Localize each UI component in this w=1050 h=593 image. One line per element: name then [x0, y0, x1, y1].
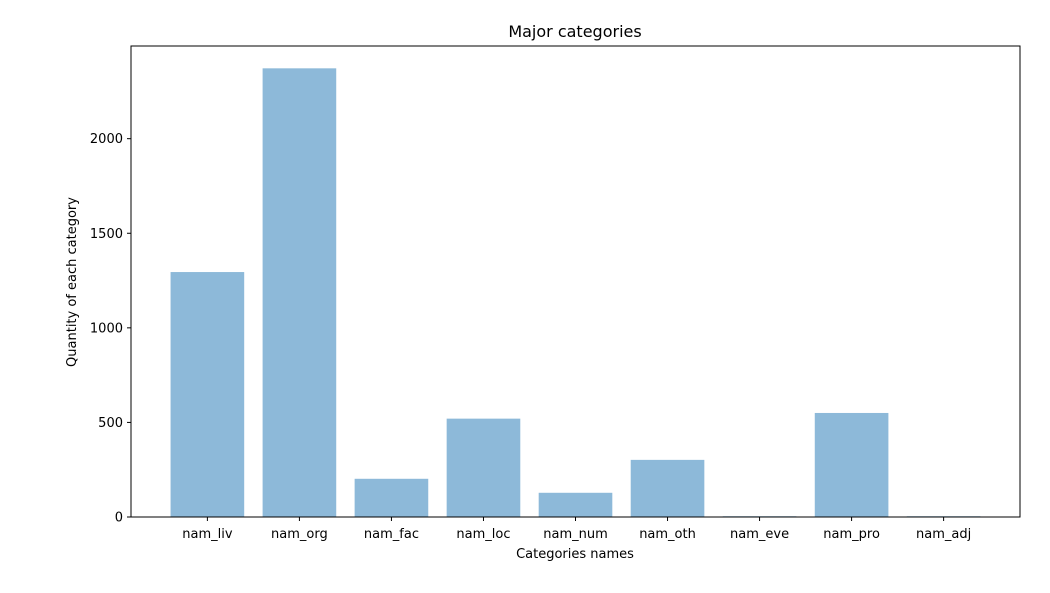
y-axis-label: Quantity of each category — [65, 197, 80, 367]
bars-layer — [170, 68, 981, 518]
x-tick-label: nam_adj — [916, 527, 971, 542]
x-tick-label: nam_oth — [639, 527, 696, 542]
bar-nam-num — [538, 492, 613, 517]
y-tick-label: 0 — [115, 511, 123, 526]
x-axis-label: Categories names — [516, 547, 634, 562]
x-tick-label: nam_liv — [182, 527, 233, 542]
chart-title: Major categories — [508, 22, 641, 41]
bar-nam-fac — [354, 478, 429, 517]
x-tick-label: nam_loc — [456, 527, 510, 542]
bar-nam-oth — [630, 459, 705, 517]
x-tick-label: nam_org — [271, 527, 328, 542]
bar-nam-pro — [814, 412, 889, 517]
x-tick-label: nam_pro — [823, 527, 880, 542]
bar-nam-loc — [446, 418, 521, 517]
y-tick-label: 2000 — [90, 132, 123, 147]
plot-frame — [130, 45, 1021, 518]
bar-nam-org — [262, 68, 337, 517]
x-tick-label: nam_num — [543, 527, 608, 542]
bar-nam-liv — [170, 272, 245, 517]
y-tick-label: 1500 — [90, 227, 123, 242]
x-tick-label: nam_fac — [364, 527, 419, 542]
x-tick-label: nam_eve — [730, 527, 789, 542]
y-tick-label: 1000 — [90, 321, 123, 336]
ticks-layer: nam_liv nam_org nam_fac nam_loc nam_num nam_o… — [90, 132, 971, 542]
y-tick-label: 500 — [98, 416, 123, 431]
